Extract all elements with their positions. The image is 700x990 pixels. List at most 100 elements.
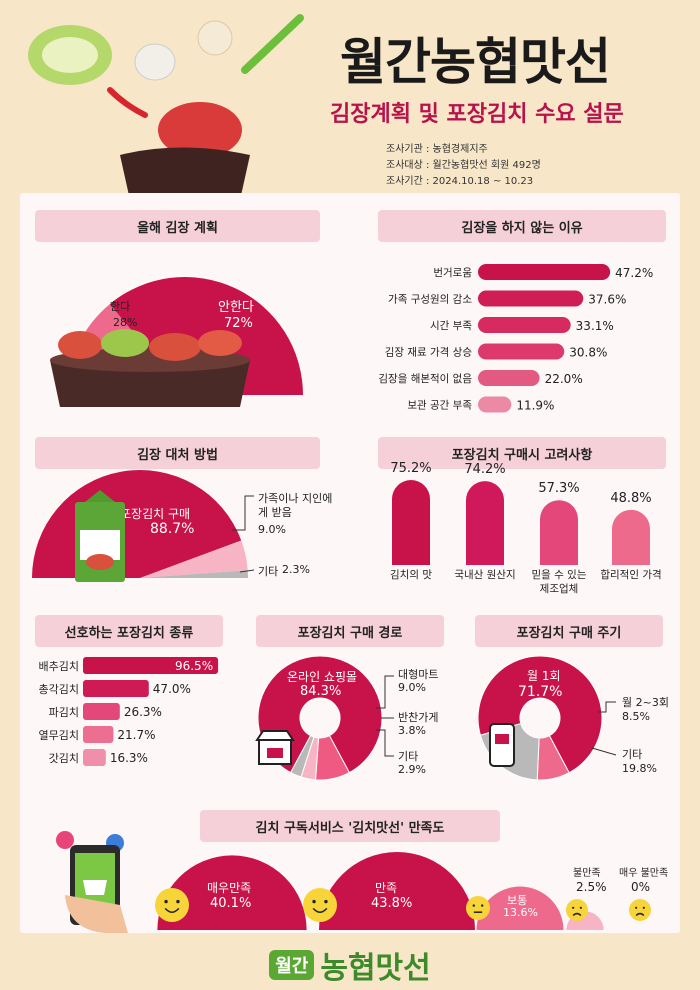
- cycle-leader-2-3: [598, 701, 616, 713]
- type-value-3: 21.7%: [117, 728, 155, 742]
- factor-bar-1: [466, 481, 504, 565]
- face-eye-right-0: [176, 899, 180, 904]
- alt-label-buy: 포장김치 구매: [120, 507, 191, 521]
- face-icon-0: [155, 888, 189, 922]
- sat-label-2: 보통: [507, 894, 528, 907]
- reason-value-5: 11.9%: [516, 399, 554, 413]
- channel-value-mart: 9.0%: [398, 681, 426, 694]
- channel-header: 포장김치 구매 경로: [256, 615, 444, 647]
- cycle-label-etc: 기타: [622, 748, 643, 761]
- type-label-2: 파김치: [49, 706, 79, 719]
- page-subtitle: 김장계획 및 포장김치 수요 설문: [330, 102, 624, 127]
- factors-header: 포장김치 구매시 고려사항: [378, 437, 666, 469]
- face-icon-3: [566, 899, 588, 921]
- cycle-leader-etc: [591, 747, 617, 756]
- reason-bar-2: [478, 317, 571, 333]
- channel-slice-3: [289, 734, 315, 778]
- face-mouth-0: [164, 907, 180, 913]
- sat-disc-2: [476, 886, 564, 930]
- reason-value-4: 22.0%: [545, 372, 583, 386]
- cycle-value-monthly: 71.7%: [518, 684, 563, 700]
- survey-org: 조사기관 : 농협경제지주: [386, 144, 488, 155]
- reason-bar-0: [478, 264, 611, 280]
- factor-label-1: 국내산 원산지: [454, 569, 515, 581]
- channel-value-side: 3.8%: [398, 724, 426, 737]
- face-eye-right-1: [324, 899, 328, 904]
- factor-bar-3: [612, 509, 650, 565]
- channel-leader-mart: [376, 675, 394, 709]
- factor-label-2: 믿을 수 있는: [532, 569, 587, 581]
- reason-label-1: 가족 구성원의 감소: [388, 294, 472, 306]
- type-bar-4: [83, 749, 106, 766]
- factor-label-3: 합리적인 가격: [600, 568, 661, 581]
- type-label-4: 갓김치: [49, 752, 79, 765]
- cart-icon: [83, 880, 107, 895]
- phone-icon: [56, 831, 128, 933]
- alternative-header: 김장 대처 방법: [35, 437, 320, 469]
- alt-value-buy: 88.7%: [150, 521, 195, 537]
- garlic-icon: [134, 43, 176, 81]
- sat-value-1: 43.8%: [371, 896, 413, 911]
- type-bar-2: [83, 703, 120, 720]
- type-value-2: 26.3%: [124, 705, 162, 719]
- factor-label-0: 김치의 맛: [390, 569, 432, 581]
- cycle-value-etc: 19.8%: [622, 762, 657, 775]
- face-mouth-3: [572, 912, 582, 917]
- alt-leader-etc: [239, 569, 255, 573]
- sat-value-4: 0%: [631, 880, 651, 894]
- alt-slice-1: [140, 540, 248, 578]
- plan-header: 올해 김장 계획: [35, 210, 320, 242]
- sat-label-1: 만족: [375, 881, 398, 895]
- alt-leader-family: [232, 495, 254, 531]
- reason-label-5: 보관 공간 부족: [407, 400, 472, 412]
- alt-value-etc: 2.3%: [282, 563, 310, 576]
- factor-value-1: 74.2%: [464, 462, 505, 477]
- type-label-3: 열무김치: [39, 729, 79, 742]
- mobile-cart-icon: [489, 723, 515, 767]
- sat-value-0: 40.1%: [210, 896, 252, 911]
- pot-icon: [120, 147, 250, 200]
- kimchi-jar-icon: [50, 329, 250, 407]
- kimchi-bag-icon: [75, 490, 125, 582]
- satisfaction-header: 김치 구독서비스 '김치맛선' 만족도: [200, 810, 500, 842]
- reason-label-4: 김장을 해본적이 없음: [378, 372, 472, 385]
- type-bar-1: [83, 680, 149, 697]
- reason-value-1: 37.6%: [588, 293, 626, 307]
- reason-label-2: 시간 부족: [430, 320, 472, 332]
- type-value-4: 16.3%: [110, 751, 148, 765]
- onion-icon: [197, 20, 233, 56]
- cycle-slice-0: [477, 655, 603, 774]
- factor-value-2: 57.3%: [538, 481, 579, 496]
- plan-value-do: 28%: [113, 316, 138, 329]
- reason-label-0: 번거로움: [433, 267, 472, 279]
- channel-leader-etc: [376, 729, 394, 757]
- face-eye-right-3: [579, 906, 582, 909]
- page-title: 월간농협맛선: [340, 33, 611, 91]
- face-eye-left-4: [635, 906, 638, 909]
- hand-icon: [65, 895, 128, 933]
- factor-label-2-line2: 제조업체: [540, 582, 579, 595]
- sat-value-2: 13.6%: [503, 906, 538, 919]
- chili-icon: [107, 87, 148, 118]
- sat-label-0: 매우만족: [207, 881, 252, 895]
- cycle-value-2-3: 8.5%: [622, 710, 650, 723]
- face-eye-right-2: [481, 904, 484, 907]
- reason-label-3: 김장 재료 가격 상승: [385, 346, 473, 359]
- sat-disc-0: [157, 855, 307, 930]
- cycle-label-2-3: 월 2~3회: [622, 696, 669, 709]
- header-illustration: [28, 14, 304, 200]
- footer-badge: 월간: [269, 950, 315, 980]
- plan-label-dont: 안한다: [218, 300, 254, 315]
- reason-value-2: 33.1%: [576, 319, 614, 333]
- footer: 월간 농협맛선: [0, 940, 700, 990]
- type-label-1: 총각김치: [39, 683, 79, 696]
- factor-value-3: 48.8%: [610, 491, 651, 506]
- face-eye-left-1: [312, 899, 316, 904]
- type-bar-3: [83, 726, 114, 743]
- factor-bar-2: [540, 500, 578, 565]
- channel-label-side: 반찬가게: [398, 711, 439, 724]
- type-value-0: 96.5%: [175, 659, 213, 673]
